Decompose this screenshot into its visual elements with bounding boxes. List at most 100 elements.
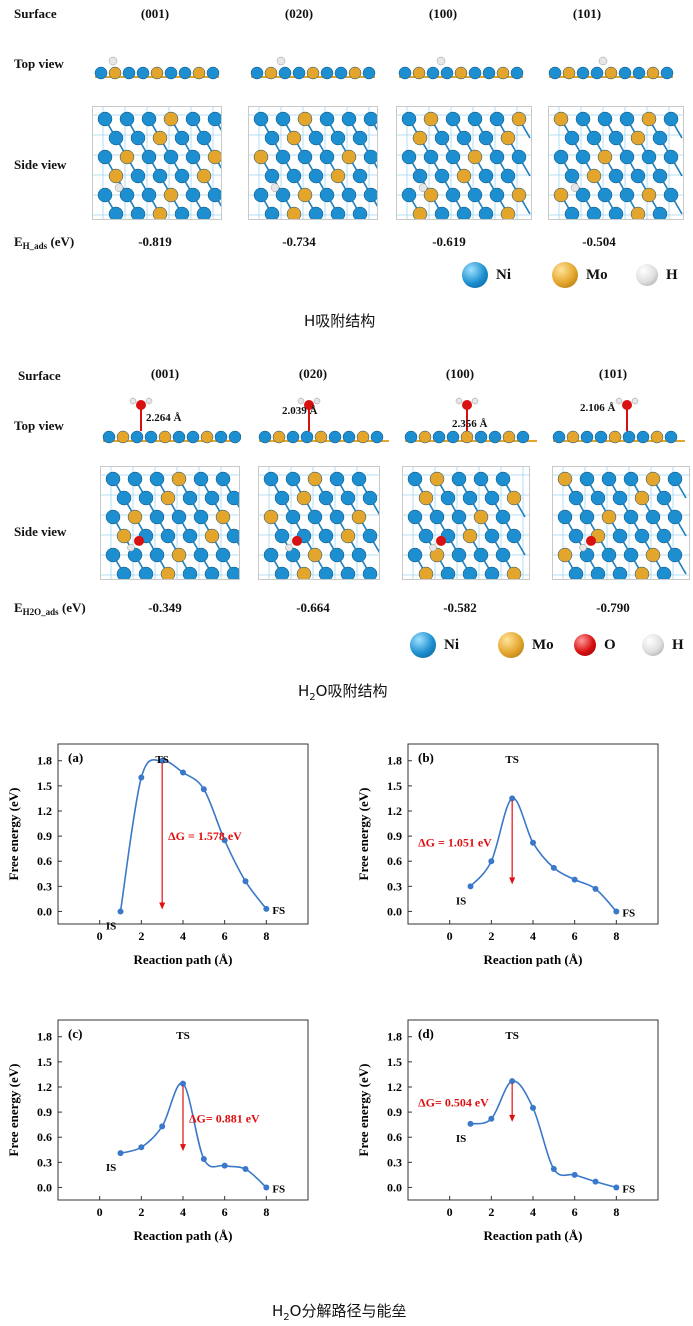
legend-label: Ni [496,266,511,283]
atom [258,430,272,444]
atom [264,130,280,146]
x-tick-label: 0 [97,1205,103,1219]
y-tick-label: 0.6 [37,1130,52,1144]
data-point [509,1078,516,1085]
atom [407,509,423,525]
atom [307,509,323,525]
legend-label: O [604,636,616,653]
y-tick-label: 0.0 [387,904,402,918]
atom [160,490,176,506]
atom [404,430,418,444]
atom [130,130,146,146]
x-tick-label: 6 [222,929,228,943]
atom [646,66,660,80]
energy-label: EH2O_ads (eV) [14,600,86,617]
hydrogen-atom [114,183,124,192]
atom [594,430,608,444]
data-point [180,1080,186,1087]
atom [462,528,478,544]
atom [590,66,604,80]
facet-header: (100) [428,6,458,21]
atom [328,430,342,444]
atom [182,528,198,544]
legend-ni: Ni [410,632,459,658]
oxygen-atom [622,400,632,410]
atom [500,206,516,219]
atom [586,168,602,184]
atom [641,187,657,203]
atom [171,471,187,487]
atom [634,566,650,579]
atom [108,66,122,80]
atom [352,130,368,146]
x-tick-label: 2 [488,929,494,943]
arrow-head [180,1144,186,1152]
atom [105,471,121,487]
adsorption-energy: -0.664 [296,600,330,615]
atom [362,528,378,544]
atom [456,206,472,219]
y-tick-label: 1.2 [387,1080,402,1094]
atom [228,430,241,444]
atom [467,149,483,165]
atom [214,430,228,444]
energy-profile-chart: 0.0 0.3 0.6 0.9 1.2 1.5 1.8 0 2 4 6 8 Reaction path … [6,1019,309,1243]
atom [193,547,209,563]
data-point [159,1123,166,1130]
atom [667,509,683,525]
atom [412,206,428,219]
legend-label: Ni [444,636,459,653]
fs-label: FS [272,1183,285,1195]
atom [645,509,661,525]
surface-label: Surface [14,6,57,21]
atom [575,187,591,203]
atom [263,509,279,525]
atom [352,206,368,219]
atom [341,187,357,203]
atom [300,430,314,444]
x-tick-label: 8 [263,1205,269,1219]
atom [163,149,179,165]
atom [207,187,221,203]
atom [440,490,456,506]
atom [278,66,292,80]
data-point [467,883,474,890]
atom [401,111,417,127]
h2o-top-view-100 [402,392,540,450]
oxygen-atom [436,535,446,546]
atom [163,111,179,127]
atom [473,547,489,563]
atom [645,547,661,563]
atom [566,430,580,444]
y-tick-label: 0.3 [387,879,402,893]
atom [412,130,428,146]
atom [434,130,450,146]
atom [362,566,378,579]
atom [586,130,602,146]
atom [185,111,201,127]
is-label: IS [106,920,116,932]
atom [568,490,584,506]
h-atom-icon [642,634,664,656]
data-point [592,1178,599,1185]
atom [557,471,573,487]
atom [634,490,650,506]
atom [667,547,683,563]
atom [586,206,602,219]
atom [200,430,214,444]
atom [597,111,613,127]
bond-distance-label: 2.039 Å [282,405,318,417]
y-tick-label: 0.9 [37,829,52,843]
atom [418,528,434,544]
x-tick-label: 0 [447,1205,453,1219]
atom [275,111,291,127]
atom [102,430,116,444]
atom [286,168,302,184]
atom [275,187,291,203]
atom [467,187,483,203]
data-point [613,908,620,915]
energy-barrier-annotation: ΔG= 0.881 eV [189,1111,260,1125]
atom [363,187,377,203]
legend-label: Mo [532,636,554,653]
atom [495,471,511,487]
